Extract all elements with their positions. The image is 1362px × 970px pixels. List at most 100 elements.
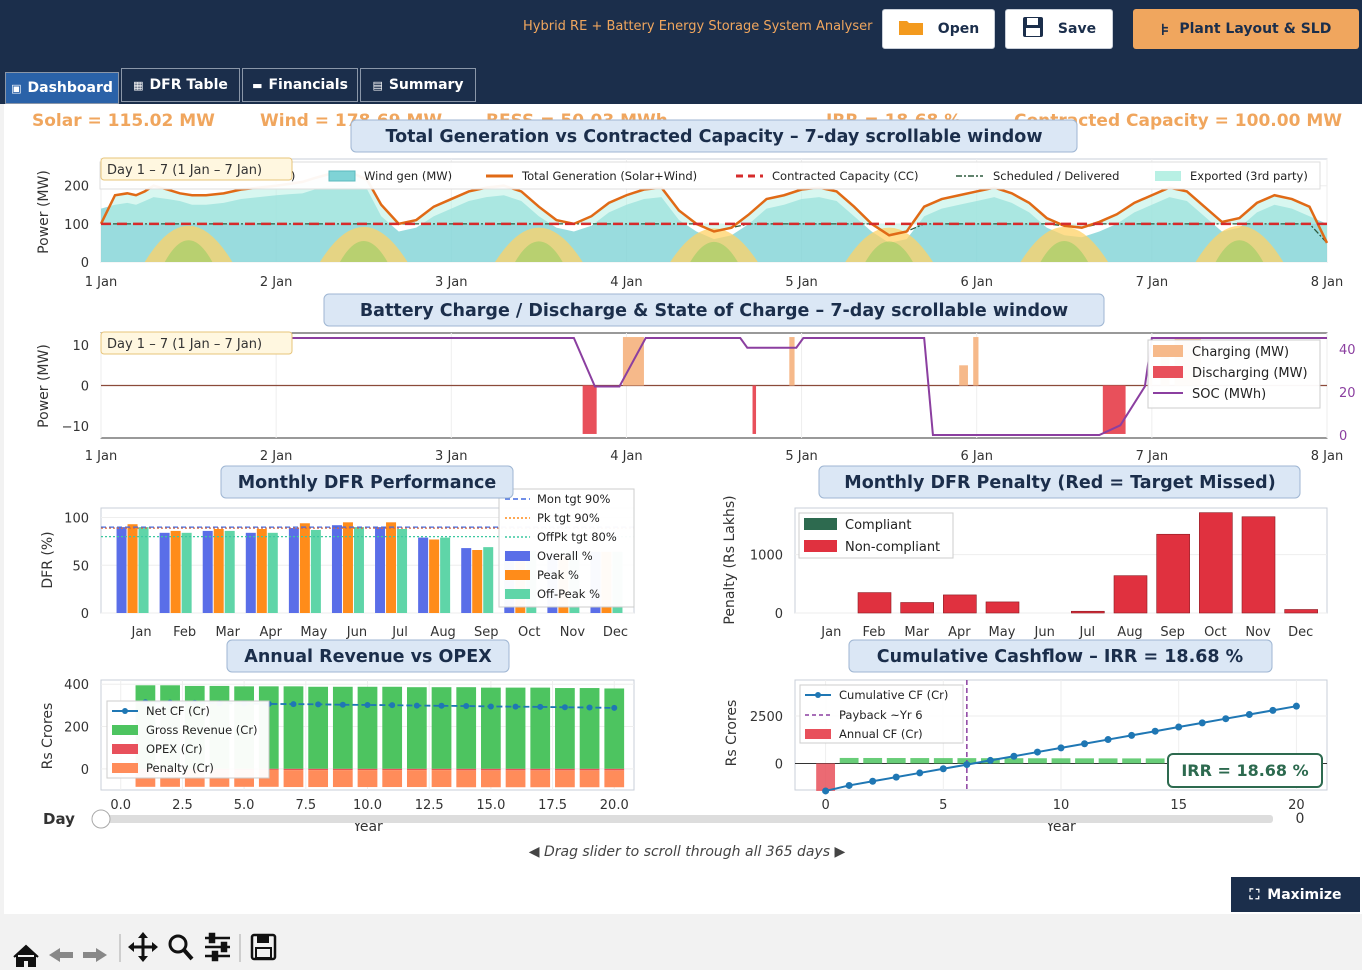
dfr-bar <box>202 530 213 613</box>
opex-bar <box>431 768 452 771</box>
discharging-bar <box>1102 385 1126 434</box>
tab-dfr-table[interactable]: ▦ DFR Table <box>121 68 240 102</box>
home-icon[interactable] <box>13 944 39 967</box>
tab-label: Summary <box>388 77 464 93</box>
dfr-xtick: Aug <box>430 625 455 640</box>
cf-ytick: 0 <box>775 757 783 772</box>
cumulative-cf-point <box>1222 715 1230 723</box>
rev-xtick: 5.0 <box>234 798 255 813</box>
bat-ytick: 10 <box>72 339 89 354</box>
penalty-cost-bar <box>308 770 329 788</box>
dfr-bar <box>213 529 224 613</box>
legend-cumcf: Cumulative CF (Cr) <box>839 688 948 702</box>
dfr-xtick: Jan <box>131 625 152 640</box>
gross-revenue-bar <box>406 687 427 769</box>
opex-bar <box>357 768 378 771</box>
dfr-xtick: Mar <box>215 625 240 640</box>
legend-netcf: Net CF (Cr) <box>146 704 210 718</box>
kpi-solar: Solar = 115.02 MW <box>32 111 215 131</box>
zoom-icon[interactable] <box>168 934 194 961</box>
penalty-cost-bar <box>431 770 452 788</box>
dfr-bar <box>397 529 408 613</box>
slider-handle[interactable] <box>91 809 111 829</box>
cumulative-cf-point <box>916 769 924 777</box>
pen-xtick: May <box>989 625 1016 640</box>
gen-window-label: Day 1 – 7 (1 Jan – 7 Jan) <box>107 163 262 178</box>
rev-xtick: 12.5 <box>415 798 444 813</box>
cumulative-cf-point <box>1057 744 1065 752</box>
slider-track[interactable] <box>101 815 1273 823</box>
gen-xtick: 8 Jan <box>1311 275 1343 290</box>
cumulative-cf-point <box>1198 719 1206 727</box>
cumulative-cf-point <box>1151 727 1159 735</box>
rev-xtick: 17.5 <box>538 798 567 813</box>
cumulative-cf-point <box>1010 752 1018 760</box>
cf-title-badge <box>848 639 1273 673</box>
bat-xtick: 2 Jan <box>260 449 292 464</box>
dfr-ytick: 100 <box>64 512 89 527</box>
cumulative-cf-point <box>1269 706 1277 714</box>
open-button[interactable]: Open <box>882 9 995 49</box>
cumulative-cf-point <box>892 773 900 781</box>
charging-bar <box>789 337 795 386</box>
legend-annualcf: Annual CF (Cr) <box>839 727 923 741</box>
save-button[interactable]: Save <box>1005 9 1113 49</box>
tab-summary[interactable]: ▤ Summary <box>360 68 476 102</box>
save-figure-icon[interactable] <box>250 933 277 961</box>
gross-revenue-bar <box>283 686 304 769</box>
dfr-bar <box>342 522 353 613</box>
dfr-xtick: Jul <box>391 625 408 640</box>
legend-contracted: Contracted Capacity (CC) <box>772 169 918 183</box>
day-slider[interactable]: Day 0 ◀ Drag slider to scroll through al… <box>43 809 1304 860</box>
penalty-bar <box>1284 609 1318 614</box>
bat-chart-title: Battery Charge / Discharge & State of Ch… <box>360 301 1068 321</box>
pen-chart-title: Monthly DFR Penalty (Red = Target Missed… <box>844 473 1275 493</box>
gen-ytick: 100 <box>64 218 89 233</box>
gross-revenue-bar <box>456 687 477 769</box>
kpi-contracted: Contracted Capacity = 100.00 MW <box>1014 111 1342 131</box>
tab-financials[interactable]: ▬ Financials <box>242 68 358 102</box>
plot-toolbar <box>0 914 1362 970</box>
rev-xtick: 0.0 <box>110 798 131 813</box>
rev-xtick: 7.5 <box>295 798 316 813</box>
penalty-cost-bar <box>481 770 501 788</box>
penalty-bar <box>943 594 977 614</box>
bat-y2tick: 20 <box>1339 386 1356 401</box>
gen-title-badge <box>350 119 1078 153</box>
cf-xtick: 0 <box>821 798 829 813</box>
legend-payback: Payback ~Yr 6 <box>839 708 923 722</box>
gen-xtick: 4 Jan <box>610 275 642 290</box>
generation-chart: 1 Jan 2 Jan 3 Jan 4 Jan 5 Jan 6 Jan 7 Jan 8 Jan… <box>36 119 1343 290</box>
annual-cf-bar <box>1051 758 1071 764</box>
pen-ylabel: Penalty (Rs Lakhs) <box>722 495 738 624</box>
annual-cf-bar <box>1075 758 1094 764</box>
legend-peak: Peak % <box>537 568 579 582</box>
tab-dashboard[interactable]: ▣ Dashboard <box>5 72 119 104</box>
pan-icon[interactable] <box>128 932 158 962</box>
cf-chart-title: Cumulative Cashflow – IRR = 18.68 % <box>877 647 1243 667</box>
gross-revenue-bar <box>332 686 353 769</box>
cumulative-cf-point <box>1245 711 1253 719</box>
pen-ytick: 0 <box>775 607 783 622</box>
cf-ylabel: Rs Crores <box>724 700 740 767</box>
dfr-bar <box>267 532 278 613</box>
cumulative-cf-point <box>939 765 947 773</box>
configure-icon[interactable] <box>205 932 230 962</box>
rev-legend: Net CF (Cr) Gross Revenue (Cr) OPEX (Cr)… <box>106 700 270 779</box>
legend-wind: Wind gen (MW) <box>364 169 452 183</box>
legend-charging: Charging (MW) <box>1192 345 1289 360</box>
back-icon[interactable] <box>49 948 73 962</box>
penalty-bar <box>1241 516 1276 614</box>
net-cf-point <box>413 702 420 709</box>
penalty-bar <box>1071 610 1105 614</box>
gross-revenue-bar <box>555 688 575 769</box>
forward-icon[interactable] <box>83 948 107 962</box>
gen-legend: V) Wind gen (MW) Total Generation (Solar… <box>99 161 1321 190</box>
dfr-ylabel: DFR (%) <box>40 531 56 588</box>
dfr-xtick: Apr <box>260 625 283 640</box>
plant-layout-button[interactable]: ⊧ Plant Layout & SLD <box>1133 9 1359 49</box>
dfr-bar <box>418 537 429 613</box>
dfr-legend: Mon tgt 90% Pk tgt 90% OffPk tgt 80% Ove… <box>498 488 635 608</box>
dfr-bar <box>256 529 267 613</box>
maximize-button[interactable]: ⛶ Maximize <box>1231 877 1360 912</box>
